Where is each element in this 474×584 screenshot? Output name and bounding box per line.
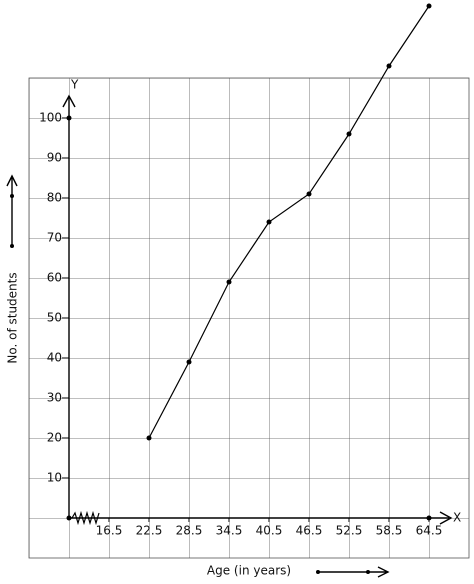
y-tick-label: 60 xyxy=(47,271,62,285)
x-tick-label: 52.5 xyxy=(336,524,363,538)
x-arrow xyxy=(439,511,453,525)
y-tick-label: 20 xyxy=(47,431,62,445)
y-tick-label: 100 xyxy=(39,111,62,125)
data-point xyxy=(386,63,392,69)
y-tick-label: 70 xyxy=(47,231,62,245)
data-point xyxy=(306,191,312,197)
x-axis-label: Age (in years) xyxy=(207,564,291,578)
arrow-dot xyxy=(366,570,370,574)
x-tick-label: 22.5 xyxy=(136,524,163,538)
y-tick-label: 30 xyxy=(47,391,62,405)
arrow-dot xyxy=(316,570,320,574)
y-tick-label: 50 xyxy=(47,311,62,325)
axis-break xyxy=(71,510,100,526)
x-tick-label: 34.5 xyxy=(216,524,243,538)
data-point xyxy=(186,359,192,365)
y-axis-label: No. of students xyxy=(6,272,20,363)
data-point xyxy=(346,131,352,137)
grid xyxy=(28,77,470,559)
y-tick-label: 90 xyxy=(47,151,62,165)
y-label-arrow xyxy=(6,174,18,246)
y-axis-name: Y xyxy=(70,78,79,92)
x-tick-label: 46.5 xyxy=(296,524,323,538)
x-axis-name: X xyxy=(453,511,461,525)
data-point xyxy=(146,435,152,441)
x-tick-label: 40.5 xyxy=(256,524,283,538)
y-tick-label: 10 xyxy=(47,471,62,485)
data-point xyxy=(426,3,432,9)
arrow-dot xyxy=(10,244,14,248)
y-tick-label: 40 xyxy=(47,351,62,365)
arrow-dot xyxy=(10,194,14,198)
y-tick-label: 80 xyxy=(47,191,62,205)
x-tick-label: 16.5 xyxy=(96,524,123,538)
data-point xyxy=(266,219,272,225)
data-point xyxy=(226,279,232,285)
x-label-arrow xyxy=(318,566,390,578)
data-line xyxy=(148,5,430,439)
origin-dot xyxy=(66,515,72,521)
x-tick-label: 28.5 xyxy=(176,524,203,538)
y-arrow xyxy=(62,94,76,108)
x-tick-label: 64.5 xyxy=(416,524,443,538)
x-tick-label: 58.5 xyxy=(376,524,403,538)
